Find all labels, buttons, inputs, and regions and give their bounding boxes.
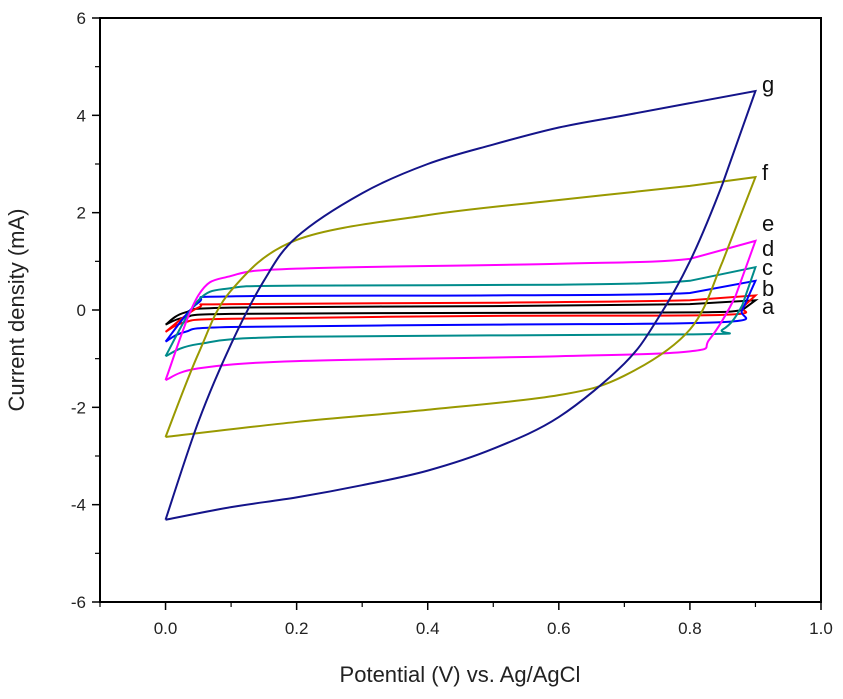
series-f-label: f [762,160,769,185]
series-a-label: a [762,294,775,319]
y-tick-label: -2 [71,398,86,417]
y-tick-label: 2 [77,204,86,223]
series-f-curve [164,175,758,439]
y-tick-label: -4 [71,496,86,515]
x-tick-label: 0.2 [285,619,309,638]
y-tick-label: -6 [71,593,86,612]
series-d-label: d [762,236,774,261]
x-tick-label: 1.0 [809,619,833,638]
series-g-label: g [762,72,774,97]
curves [164,89,759,521]
series-e-label: e [762,211,774,236]
y-tick-label: 6 [77,9,86,28]
ticks: 0.0 0.2 0.4 0.6 0.8 1.0 -6 -4 -2 0 2 4 6 [71,9,833,638]
series-c-curve [164,279,758,343]
x-tick-label: 0.6 [547,619,571,638]
y-axis-title: Current density (mA) [4,209,29,412]
series-b-curve [164,294,759,333]
series-d-curve [164,265,757,358]
series-c-label: c [762,255,773,280]
x-tick-label: 0.0 [154,619,178,638]
series-a-curve [164,299,759,326]
y-tick-label: 0 [77,301,86,320]
series-g-curve [164,89,757,521]
series-b-label: b [762,276,774,301]
plot-frame [99,17,822,603]
x-tick-label: 0.4 [416,619,440,638]
y-tick-label: 4 [77,106,86,125]
x-tick-label: 0.8 [678,619,702,638]
series-e-curve [164,239,758,382]
x-axis-title: Potential (V) vs. Ag/AgCl [340,662,581,687]
